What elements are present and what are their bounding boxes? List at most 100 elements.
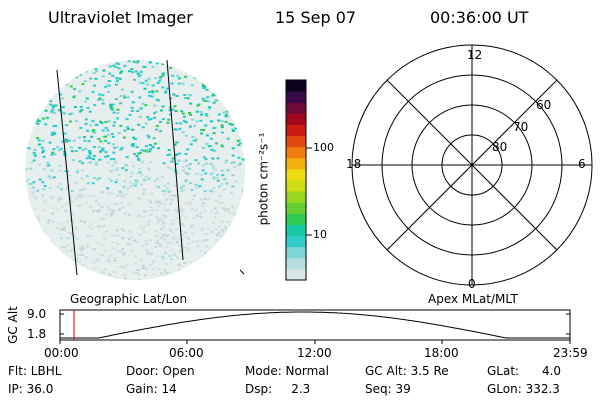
image-pixel [215,210,219,213]
image-pixel [169,249,173,252]
image-pixel [116,249,120,252]
image-pixel [112,270,116,273]
altitude-plot [59,309,571,344]
image-pixel [210,120,214,123]
image-pixel [169,66,173,69]
image-pixel [156,240,160,242]
image-pixel [69,62,73,65]
image-pixel [241,158,245,161]
image-pixel [175,162,179,165]
image-pixel [133,262,137,265]
image-pixel [123,180,127,183]
image-pixel [30,161,34,164]
image-pixel [201,255,205,258]
image-pixel [181,82,185,85]
image-pixel [226,208,230,211]
image-pixel [202,156,206,159]
image-pixel [239,122,243,125]
image-pixel [94,200,98,203]
image-pixel [67,272,71,275]
image-pixel [51,106,55,109]
image-pixel [77,194,81,197]
image-pixel [127,213,131,216]
image-pixel [41,230,45,232]
image-pixel [78,260,82,263]
image-pixel [50,88,53,90]
image-pixel [131,128,135,131]
image-pixel [109,158,113,161]
image-pixel [86,195,90,198]
image-pixel [73,272,77,274]
image-pixel [130,109,134,112]
image-pixel [26,108,30,111]
seq-info: Seq: 39 [365,382,411,396]
image-pixel [30,125,34,128]
image-pixel [109,105,113,108]
image-pixel [182,275,186,278]
image-pixel [144,145,148,148]
image-pixel [171,194,175,197]
image-pixel [136,60,140,63]
image-pixel [209,84,213,87]
colorbar-band [286,191,306,203]
image-pixel [177,194,181,197]
image-pixel [135,241,139,244]
image-pixel [70,150,74,153]
image-pixel [27,177,31,180]
image-pixel [206,272,210,275]
image-pixel [217,271,221,274]
image-pixel [151,84,155,87]
image-pixel [190,84,194,87]
image-pixel [44,72,48,75]
image-pixel [139,74,143,76]
image-pixel [151,268,155,271]
image-pixel [209,162,213,165]
image-pixel [118,208,121,211]
image-pixel [133,78,137,81]
image-pixel [53,132,57,135]
image-pixel [71,64,75,67]
image-pixel [43,264,46,266]
image-pixel [235,113,239,116]
image-pixel [74,197,78,200]
image-pixel [222,230,225,233]
image-pixel [72,259,76,261]
image-pixel [36,137,40,139]
image-pixel [165,272,169,274]
image-pixel [50,68,54,71]
image-pixel [186,97,190,100]
image-pixel [159,237,163,240]
image-pixel [131,143,135,146]
image-pixel [65,68,69,71]
image-pixel [155,209,159,212]
image-pixel [103,225,106,227]
image-pixel [33,154,37,157]
image-pixel [235,81,239,84]
image-pixel [88,110,92,113]
image-pixel [154,142,157,145]
image-pixel [120,70,124,73]
image-pixel [174,208,178,211]
image-pixel [144,210,148,213]
image-pixel [118,77,122,80]
image-pixel [159,76,163,79]
image-pixel [234,250,238,253]
image-pixel [171,74,175,77]
colorbar-band [286,257,306,270]
image-pixel [217,231,221,234]
image-pixel [205,238,209,241]
image-pixel [92,129,96,132]
geographic-label: Geographic Lat/Lon [70,292,188,306]
mlt-label-6: 6 [578,157,586,171]
image-pixel [145,242,148,245]
image-pixel [176,60,180,63]
image-pixel [30,83,34,86]
image-pixel [235,180,239,183]
image-pixel [112,151,116,154]
image-pixel [215,239,219,241]
image-pixel [135,62,139,64]
image-pixel [142,188,146,191]
colorbar-band [286,102,306,114]
image-pixel [56,185,60,188]
